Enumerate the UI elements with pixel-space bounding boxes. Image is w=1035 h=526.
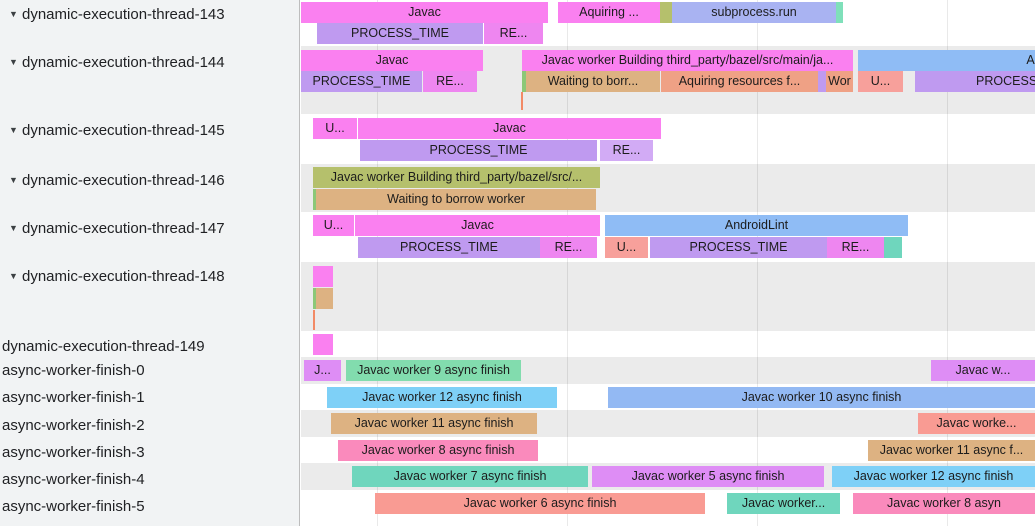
trace-slice[interactable] bbox=[313, 288, 316, 309]
collapse-triangle-icon[interactable]: ▼ bbox=[9, 271, 18, 281]
trace-slice[interactable]: Javac worker 10 async finish bbox=[608, 387, 1035, 408]
track-name-panel: ▼ dynamic-execution-thread-143 ▼ dynamic-ex… bbox=[0, 0, 300, 526]
track-name-label: dynamic-execution-thread-147 bbox=[22, 219, 225, 237]
collapse-triangle-icon[interactable]: ▼ bbox=[9, 223, 18, 233]
track-name-label: dynamic-execution-thread-143 bbox=[22, 5, 225, 23]
trace-slice[interactable]: Javac worker 12 async finish bbox=[327, 387, 557, 408]
trace-slice[interactable]: Wor bbox=[826, 71, 853, 92]
trace-slice[interactable] bbox=[836, 2, 843, 23]
trace-slice[interactable]: RE... bbox=[484, 23, 543, 44]
trace-slice[interactable]: Waiting to borrow worker bbox=[316, 189, 596, 210]
sidebar-track-row[interactable]: ▼ dynamic-execution-thread-143 bbox=[0, 4, 300, 24]
trace-slice[interactable] bbox=[316, 288, 333, 309]
sidebar-track-row[interactable]: async-worker-finish-5 bbox=[0, 496, 300, 516]
sidebar-track-row[interactable]: ▼ dynamic-execution-thread-146 bbox=[0, 170, 300, 190]
track-name-label: dynamic-execution-thread-148 bbox=[22, 267, 225, 285]
trace-slice[interactable] bbox=[313, 189, 316, 210]
track-background bbox=[301, 331, 1035, 357]
trace-slice[interactable]: PROCESS_TIME bbox=[915, 71, 1035, 92]
collapse-triangle-icon[interactable]: ▼ bbox=[9, 125, 18, 135]
sidebar-track-row[interactable]: async-worker-finish-2 bbox=[0, 415, 300, 435]
track-name-label: async-worker-finish-2 bbox=[2, 416, 145, 434]
sidebar-track-row[interactable]: async-worker-finish-4 bbox=[0, 469, 300, 489]
trace-slice[interactable]: RE... bbox=[540, 237, 597, 258]
track-name-label: dynamic-execution-thread-144 bbox=[22, 53, 225, 71]
track-background bbox=[301, 262, 1035, 331]
track-name-label: dynamic-execution-thread-146 bbox=[22, 171, 225, 189]
trace-slice[interactable]: Javac bbox=[358, 118, 661, 139]
gridline bbox=[567, 0, 568, 526]
trace-slice[interactable] bbox=[522, 71, 526, 92]
trace-slice[interactable]: U... bbox=[605, 237, 648, 258]
sidebar-track-row[interactable]: async-worker-finish-1 bbox=[0, 387, 300, 407]
trace-slice[interactable]: J... bbox=[304, 360, 341, 381]
sidebar-track-row[interactable]: dynamic-execution-thread-149 bbox=[0, 336, 300, 356]
track-name-label: async-worker-finish-4 bbox=[2, 470, 145, 488]
collapse-triangle-icon[interactable]: ▼ bbox=[9, 175, 18, 185]
track-name-label: async-worker-finish-3 bbox=[2, 443, 145, 461]
trace-slice[interactable]: Javac worker 8 asyn bbox=[853, 493, 1035, 514]
trace-slice[interactable] bbox=[313, 334, 333, 355]
trace-slice[interactable]: Javac worker 6 async finish bbox=[375, 493, 705, 514]
sidebar-track-row[interactable]: ▼ dynamic-execution-thread-148 bbox=[0, 266, 300, 286]
collapse-triangle-icon[interactable]: ▼ bbox=[9, 57, 18, 67]
trace-slice[interactable] bbox=[818, 71, 826, 92]
instant-event-tick[interactable] bbox=[313, 310, 315, 330]
sidebar-track-row[interactable]: ▼ dynamic-execution-thread-144 bbox=[0, 52, 300, 72]
sidebar-track-row[interactable]: ▼ dynamic-execution-thread-145 bbox=[0, 120, 300, 140]
track-name-label: dynamic-execution-thread-149 bbox=[2, 337, 205, 355]
trace-slice[interactable]: RE... bbox=[423, 71, 477, 92]
trace-slice[interactable]: Javac worker 11 async f... bbox=[868, 440, 1035, 461]
instant-event-tick[interactable] bbox=[521, 92, 523, 110]
trace-slice[interactable]: Javac worker 8 async finish bbox=[338, 440, 538, 461]
track-name-label: async-worker-finish-0 bbox=[2, 361, 145, 379]
trace-slice[interactable]: PROCESS_TIME bbox=[650, 237, 827, 258]
trace-slice[interactable]: Javac worke... bbox=[918, 413, 1035, 434]
trace-slice[interactable]: Javac w... bbox=[931, 360, 1035, 381]
timeline-panel[interactable]: Javac Aquiring ... subprocess.run PROCESS_T… bbox=[301, 0, 1035, 526]
trace-slice[interactable]: RE... bbox=[827, 237, 884, 258]
trace-slice[interactable]: AndroidLint bbox=[605, 215, 908, 236]
trace-slice[interactable]: RE... bbox=[600, 140, 653, 161]
trace-slice[interactable]: Javac worker Building third_party/bazel/… bbox=[522, 50, 853, 71]
trace-slice[interactable]: Javac worker 9 async finish bbox=[346, 360, 521, 381]
trace-slice[interactable]: PROCESS_TIME bbox=[360, 140, 597, 161]
gridline bbox=[947, 0, 948, 526]
trace-slice[interactable]: Javac worker 12 async finish bbox=[832, 466, 1035, 487]
trace-slice[interactable]: Javac worker 11 async finish bbox=[331, 413, 537, 434]
trace-slice[interactable] bbox=[313, 266, 333, 287]
trace-slice[interactable]: Javac bbox=[301, 2, 548, 23]
collapse-triangle-icon[interactable]: ▼ bbox=[9, 9, 18, 19]
track-name-label: async-worker-finish-1 bbox=[2, 388, 145, 406]
trace-slice[interactable]: PROCESS_TIME bbox=[317, 23, 483, 44]
gridline bbox=[757, 0, 758, 526]
trace-slice[interactable]: U... bbox=[313, 215, 354, 236]
track-name-label: async-worker-finish-5 bbox=[2, 497, 145, 515]
trace-slice[interactable]: Javac bbox=[301, 50, 483, 71]
trace-slice[interactable]: PROCESS_TIME bbox=[358, 237, 540, 258]
trace-slice[interactable]: U... bbox=[858, 71, 903, 92]
gridline bbox=[377, 0, 378, 526]
trace-slice[interactable] bbox=[884, 237, 902, 258]
sidebar-track-row[interactable]: async-worker-finish-3 bbox=[0, 442, 300, 462]
trace-slice[interactable]: Javac worker 7 async finish bbox=[352, 466, 588, 487]
trace-slice[interactable]: U... bbox=[313, 118, 357, 139]
trace-slice[interactable]: Javac worker Building third_party/bazel/… bbox=[313, 167, 600, 188]
trace-slice[interactable]: AndroidLint bbox=[858, 50, 1035, 71]
trace-slice[interactable]: Javac bbox=[355, 215, 600, 236]
trace-slice[interactable]: Aquiring ... bbox=[558, 2, 660, 23]
trace-slice[interactable]: Javac worker 5 async finish bbox=[592, 466, 824, 487]
track-name-label: dynamic-execution-thread-145 bbox=[22, 121, 225, 139]
trace-slice[interactable]: subprocess.run bbox=[672, 2, 836, 23]
trace-slice[interactable]: Waiting to borr... bbox=[526, 71, 660, 92]
trace-slice[interactable] bbox=[660, 2, 672, 23]
trace-slice[interactable]: Javac worker... bbox=[727, 493, 840, 514]
trace-slice[interactable]: Aquiring resources f... bbox=[661, 71, 818, 92]
sidebar-track-row[interactable]: ▼ dynamic-execution-thread-147 bbox=[0, 218, 300, 238]
trace-slice[interactable]: PROCESS_TIME bbox=[301, 71, 422, 92]
sidebar-track-row[interactable]: async-worker-finish-0 bbox=[0, 360, 300, 380]
